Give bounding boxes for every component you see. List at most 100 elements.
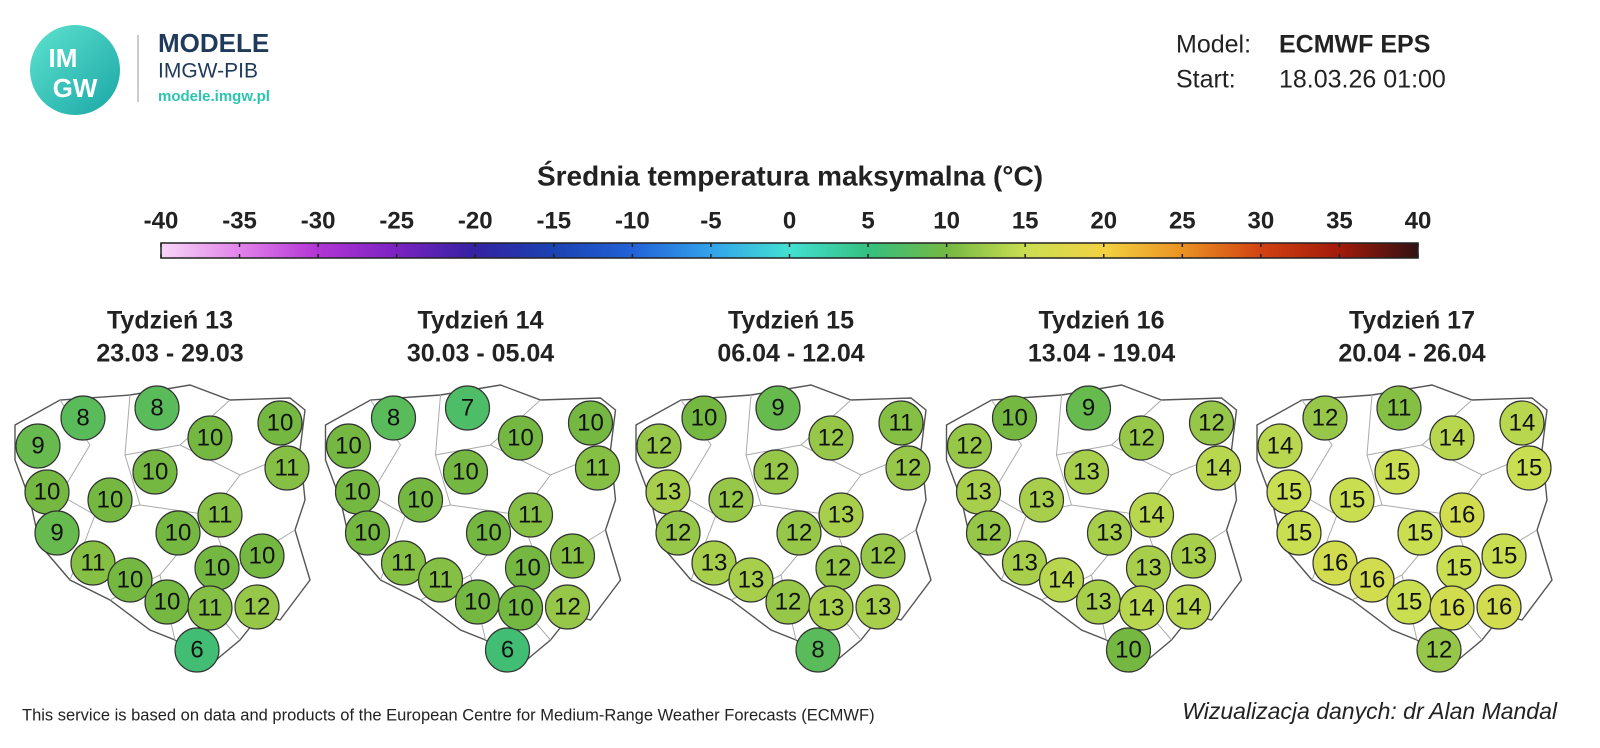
city-value: 10 bbox=[1001, 404, 1028, 431]
city-value: 6 bbox=[501, 636, 514, 663]
city-value: 14 bbox=[1509, 409, 1536, 436]
city-value: 12 bbox=[818, 424, 845, 451]
city-marker bbox=[134, 385, 180, 431]
city-value: 13 bbox=[738, 566, 765, 593]
city-marker bbox=[507, 492, 554, 538]
city-value: 15 bbox=[1339, 486, 1366, 513]
city-value: 10 bbox=[267, 409, 294, 436]
start-value: 18.03.26 01:00 bbox=[1279, 66, 1446, 94]
city-marker bbox=[87, 477, 133, 523]
city-marker bbox=[691, 540, 737, 586]
city-marker bbox=[187, 585, 233, 631]
colorbar-tick-label: 25 bbox=[1169, 207, 1196, 234]
map-dates: 30.03 - 05.04 bbox=[407, 340, 554, 368]
city-value: 10 bbox=[97, 486, 124, 513]
city-value: 15 bbox=[1276, 478, 1303, 505]
city-value: 6 bbox=[190, 636, 203, 663]
city-marker bbox=[187, 415, 233, 461]
city-marker bbox=[1105, 627, 1152, 673]
city-value: 11 bbox=[889, 409, 914, 436]
city-marker bbox=[1170, 533, 1217, 579]
city-value: 11 bbox=[428, 566, 453, 593]
city-marker bbox=[155, 510, 201, 556]
city-value: 13 bbox=[701, 549, 728, 576]
city-value: 10 bbox=[577, 409, 604, 436]
city-value: 13 bbox=[1135, 554, 1162, 581]
city-value: 10 bbox=[154, 588, 181, 615]
colorbar-tick-label: 5 bbox=[861, 207, 874, 234]
city-value: 11 bbox=[518, 501, 543, 528]
city-value: 12 bbox=[786, 519, 813, 546]
city-value: 10 bbox=[507, 594, 534, 621]
city-marker bbox=[15, 423, 61, 469]
map-panel: Tydzień 14 30.03 - 05.04 8 7 10 10 10 10 11 10 10 1… bbox=[324, 307, 622, 673]
city-value: 12 bbox=[1426, 636, 1453, 663]
city-value: 13 bbox=[1073, 458, 1100, 485]
city-marker bbox=[1312, 540, 1358, 586]
city-marker bbox=[965, 510, 1012, 556]
city-marker bbox=[34, 510, 80, 556]
city-marker bbox=[239, 533, 285, 579]
map-title: Tydzień 13 bbox=[107, 307, 233, 335]
city-marker bbox=[257, 400, 303, 446]
city-value: 12 bbox=[1198, 409, 1225, 436]
map-title: Tydzień 14 bbox=[418, 307, 544, 335]
city-marker bbox=[1195, 445, 1242, 491]
colorbar-tick-label: -5 bbox=[700, 207, 721, 234]
city-value: 16 bbox=[1439, 594, 1466, 621]
logo-text: IM bbox=[49, 43, 78, 73]
city-marker bbox=[1276, 510, 1322, 556]
city-value: 13 bbox=[828, 501, 855, 528]
colorbar-tick-label: -10 bbox=[615, 207, 650, 234]
city-marker bbox=[444, 385, 491, 431]
city-marker bbox=[655, 510, 701, 556]
city-value: 10 bbox=[249, 542, 276, 569]
city-marker bbox=[753, 449, 799, 495]
city-value: 8 bbox=[150, 394, 163, 421]
city-value: 10 bbox=[475, 519, 502, 546]
city-value: 10 bbox=[354, 519, 381, 546]
city-marker bbox=[1165, 584, 1212, 630]
city-marker bbox=[1397, 510, 1443, 556]
city-marker bbox=[60, 395, 106, 441]
model-value: ECMWF EPS bbox=[1279, 31, 1430, 59]
city-value: 13 bbox=[1011, 549, 1038, 576]
colorbar-tick-label: -30 bbox=[301, 207, 336, 234]
city-marker bbox=[1086, 510, 1133, 556]
city-marker bbox=[132, 449, 178, 495]
city-marker bbox=[1349, 557, 1395, 603]
city-marker bbox=[549, 533, 596, 579]
city-value: 12 bbox=[646, 432, 673, 459]
city-value: 10 bbox=[407, 486, 434, 513]
colorbar-tick-label: 15 bbox=[1012, 207, 1039, 234]
city-value: 10 bbox=[204, 554, 231, 581]
city-marker bbox=[544, 584, 591, 630]
city-value: 12 bbox=[1312, 404, 1339, 431]
city-value: 10 bbox=[142, 458, 169, 485]
map-dates: 20.04 - 26.04 bbox=[1338, 340, 1485, 368]
city-value: 10 bbox=[165, 519, 192, 546]
city-marker bbox=[991, 395, 1038, 441]
colorbar: -40 -35 -30 -25 -20 -15 -10 -5 0 5 10 15 20 25 30 35 40 bbox=[144, 207, 1431, 259]
city-marker bbox=[264, 445, 310, 491]
city-value: 15 bbox=[1516, 454, 1543, 481]
city-value: 11 bbox=[1387, 394, 1412, 421]
map-title: Tydzień 15 bbox=[728, 307, 854, 335]
city-marker bbox=[1018, 477, 1065, 523]
city-marker bbox=[574, 445, 621, 491]
city-value: 12 bbox=[825, 554, 852, 581]
city-marker bbox=[397, 477, 444, 523]
city-marker bbox=[497, 585, 544, 631]
city-marker bbox=[70, 540, 116, 586]
city-value: 12 bbox=[895, 454, 922, 481]
city-marker bbox=[1476, 584, 1522, 630]
city-marker bbox=[497, 415, 544, 461]
city-value: 12 bbox=[775, 588, 802, 615]
city-value: 11 bbox=[560, 542, 585, 569]
city-marker bbox=[860, 533, 906, 579]
city-value: 12 bbox=[1128, 424, 1155, 451]
city-marker bbox=[885, 445, 931, 491]
city-marker bbox=[417, 557, 464, 603]
city-marker bbox=[465, 510, 512, 556]
city-value: 11 bbox=[391, 549, 416, 576]
